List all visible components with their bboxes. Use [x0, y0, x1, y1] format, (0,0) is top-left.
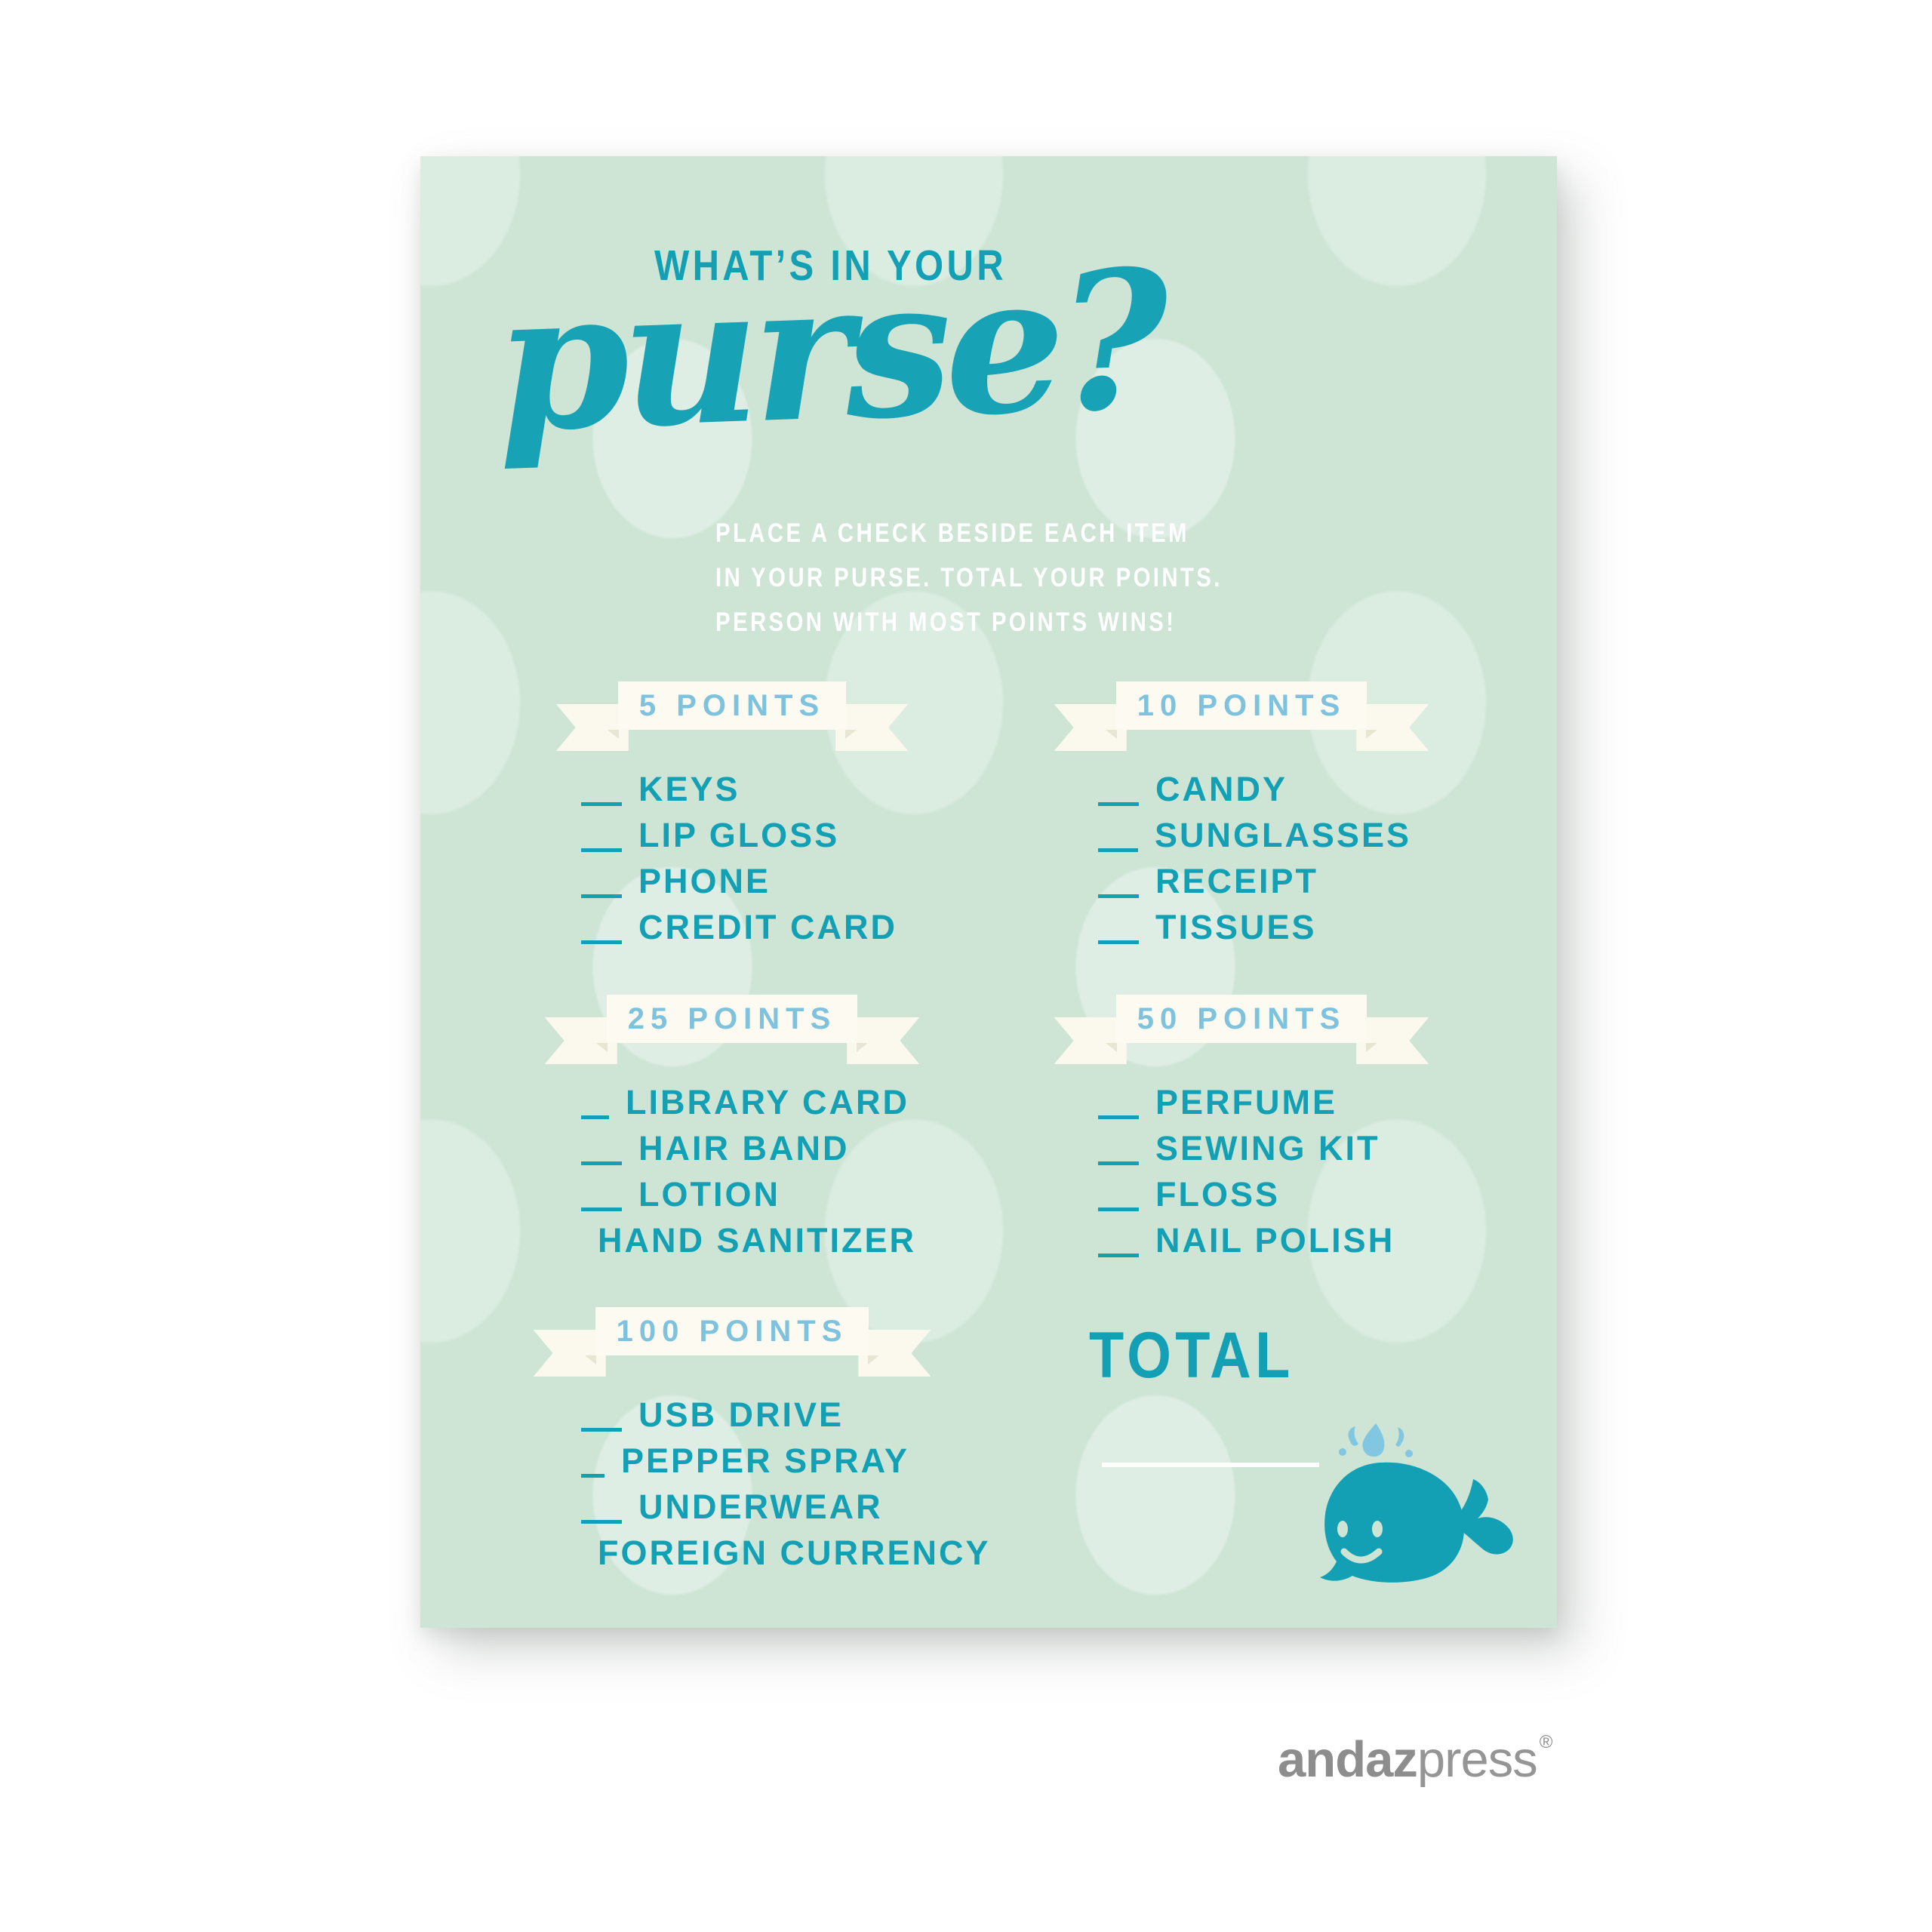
points-section-5: 5 POINTS KEYS LIP GLOSS PHONE CREDIT CAR… [555, 681, 909, 944]
checklist-item: PHONE [581, 864, 909, 898]
ribbon-banner: 5 POINTS [555, 681, 909, 752]
checklist-item: HAIR BAND [581, 1131, 909, 1165]
ribbon-banner: 10 POINTS [1054, 681, 1429, 752]
check-blank[interactable] [1098, 891, 1139, 898]
ribbon-banner: 25 POINTS [544, 995, 920, 1066]
card-title-top: WHAT’S IN YOUR [654, 242, 1007, 290]
whale-icon [1320, 1423, 1513, 1583]
checklist: KEYS LIP GLOSS PHONE CREDIT CARD [555, 772, 909, 944]
checklist-item: KEYS [581, 772, 909, 806]
check-blank[interactable] [581, 1516, 622, 1524]
check-blank[interactable] [581, 937, 622, 944]
instructions-line-3: PERSON WITH MOST POINTS WINS! [715, 608, 1177, 637]
total-blank[interactable] [1102, 1463, 1319, 1467]
points-section-10: 10 POINTS CANDY SUNGLASSES RECEIPT TISSU… [1054, 681, 1429, 944]
ribbon-banner: 100 POINTS [533, 1307, 931, 1378]
whale-face [1337, 1521, 1383, 1564]
check-blank[interactable] [581, 1470, 605, 1478]
whale-body [1320, 1462, 1513, 1583]
checklist-item: TISSUES [1098, 910, 1411, 944]
instructions-line-1: PLACE A CHECK BESIDE EACH ITEM [715, 518, 1189, 548]
checklist-item: FOREIGN CURRENCY [598, 1534, 991, 1572]
checklist-item: FLOSS [1098, 1177, 1411, 1211]
points-section-50: 50 POINTS PERFUME SEWING KIT FLOSS NAIL … [1054, 995, 1429, 1257]
brand-logo-bold: andaz [1278, 1731, 1418, 1788]
check-blank[interactable] [581, 1204, 622, 1211]
registered-trademark-icon: ® [1539, 1732, 1553, 1752]
checklist: CANDY SUNGLASSES RECEIPT TISSUES [1072, 772, 1411, 944]
checklist-item: LIP GLOSS [581, 818, 909, 852]
ribbon-right-wing [847, 1017, 920, 1064]
banner-label: 5 POINTS [638, 688, 826, 722]
checklist-item: LOTION [581, 1177, 909, 1211]
check-blank[interactable] [1098, 798, 1139, 806]
points-section-25: 25 POINTS LIBRARY CARD HAIR BAND LOTION … [544, 995, 920, 1260]
brand-logo-light: press [1417, 1731, 1538, 1788]
checklist-item: RECEIPT [1098, 864, 1411, 898]
check-blank[interactable] [581, 844, 622, 852]
checklist-item: UNDERWEAR [581, 1490, 909, 1524]
check-blank[interactable] [1098, 1250, 1139, 1257]
total-label: TOTAL [1089, 1319, 1294, 1392]
check-blank[interactable] [1098, 1158, 1139, 1165]
check-blank[interactable] [1098, 1204, 1139, 1211]
game-card: WHAT’S IN YOUR purse? PLACE A CHECK BESI… [420, 156, 1557, 1628]
checklist-item: NAIL POLISH [1098, 1223, 1411, 1257]
checklist-item: SUNGLASSES [1098, 818, 1411, 852]
check-blank[interactable] [1098, 1112, 1139, 1119]
whale-spout [1339, 1423, 1413, 1457]
checklist-item: HAND SANITIZER [598, 1221, 916, 1260]
ribbon-right-wing [1356, 704, 1429, 751]
banner-label: 100 POINTS [616, 1314, 848, 1348]
ribbon-right-wing [1356, 1017, 1429, 1064]
points-section-100: 100 POINTS USB DRIVE PEPPER SPRAY UNDERW… [533, 1307, 991, 1572]
banner-label: 25 POINTS [627, 1001, 837, 1035]
check-blank[interactable] [581, 1158, 622, 1165]
banner-label: 50 POINTS [1137, 1001, 1346, 1035]
check-blank[interactable] [1098, 844, 1138, 852]
checklist: USB DRIVE PEPPER SPRAY UNDERWEAR FOREIGN… [555, 1398, 991, 1572]
checklist-item: PEPPER SPRAY [581, 1444, 909, 1478]
banner-label: 10 POINTS [1137, 688, 1346, 722]
ribbon-banner: 50 POINTS [1054, 995, 1429, 1066]
check-blank[interactable] [581, 798, 622, 806]
checklist: LIBRARY CARD HAIR BAND LOTION HAND SANIT… [555, 1085, 916, 1260]
check-blank[interactable] [581, 1424, 622, 1432]
brand-logo: andazpress ® [1278, 1730, 1552, 1789]
card-title-script: purse? [492, 228, 1166, 475]
check-blank[interactable] [581, 891, 622, 898]
checklist-item: USB DRIVE [581, 1398, 909, 1432]
checklist-item: CREDIT CARD [581, 910, 909, 944]
checklist-item: SEWING KIT [1098, 1131, 1411, 1165]
ribbon-right-wing [858, 1330, 931, 1377]
check-blank[interactable] [581, 1112, 609, 1119]
instructions-line-2: IN YOUR PURSE. TOTAL YOUR POINTS. [715, 563, 1223, 592]
ribbon-right-wing [835, 704, 909, 751]
checklist: PERFUME SEWING KIT FLOSS NAIL POLISH [1072, 1085, 1411, 1257]
instructions: PLACE A CHECK BESIDE EACH ITEM IN YOUR P… [715, 511, 1223, 645]
check-blank[interactable] [1098, 937, 1139, 944]
checklist-item: CANDY [1098, 772, 1411, 806]
checklist-item: PERFUME [1098, 1085, 1411, 1119]
checklist-item: LIBRARY CARD [581, 1085, 909, 1119]
